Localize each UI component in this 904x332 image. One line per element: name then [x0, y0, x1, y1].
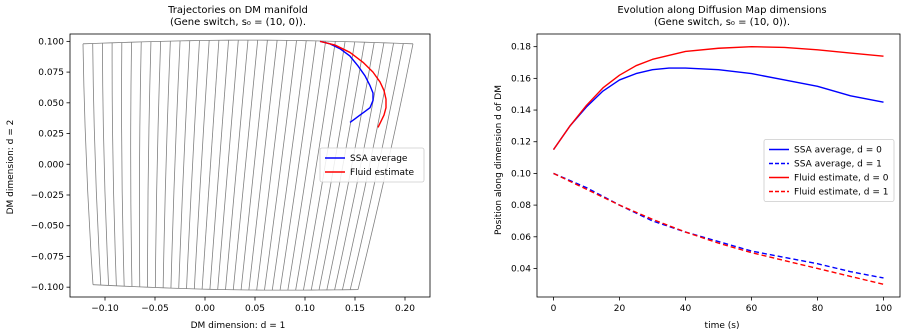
plot-area	[552, 45, 884, 286]
manifold-line	[240, 40, 268, 290]
manifold-line	[102, 43, 109, 286]
legend-label: Fluid estimate	[350, 168, 415, 178]
legend: SSA average, d = 0 SSA average, d = 1 Flui…	[763, 139, 895, 202]
chart-subtitle: (Gene switch, s₀ = (10, 0)).	[170, 17, 306, 28]
y-axis-ticks: 0.04 0.06 0.08 0.10 0.12 0.14 0.16 0.18	[511, 43, 537, 274]
x-tick-label: 0.00	[195, 304, 215, 314]
manifold-line	[279, 40, 317, 291]
manifold-line	[82, 43, 94, 285]
series-line-0	[319, 40, 374, 124]
series-line-0	[552, 67, 884, 151]
manifold-line	[92, 43, 102, 286]
manifold-line	[178, 40, 191, 289]
y-tick-label: 0.04	[511, 264, 531, 274]
y-tick-label: 0.06	[511, 233, 531, 243]
manifold-bottom-edge	[92, 284, 359, 291]
y-tick-label: 0.050	[38, 99, 64, 109]
y-tick-label: −0.075	[31, 252, 64, 262]
y-tick-label: 0.100	[38, 37, 64, 47]
manifold-line	[170, 40, 181, 289]
manifold-line	[186, 40, 200, 289]
chart-subtitle: (Gene switch, s₀ = (10, 0)).	[654, 17, 790, 28]
x-tick-label: 80	[812, 304, 824, 314]
plot-area	[82, 39, 414, 291]
y-tick-label: 0.12	[511, 138, 531, 148]
x-axis-label: DM dimension: d = 1	[191, 321, 286, 331]
x-tick-label: 20	[614, 304, 626, 314]
y-tick-label: 0.16	[511, 74, 531, 84]
manifold-line	[225, 40, 249, 290]
manifold-line	[232, 40, 259, 290]
manifold-line	[295, 41, 336, 291]
evolution-chart: Evolution along Diffusion Map dimensions…	[494, 5, 901, 331]
x-tick-label: 100	[875, 304, 892, 314]
manifold-line	[138, 41, 142, 287]
legend: SSA average Fluid estimate	[319, 147, 425, 183]
x-tick-label: 0.15	[345, 304, 365, 314]
x-tick-label: 0.05	[245, 304, 265, 314]
y-tick-label: 0.075	[38, 68, 64, 78]
x-tick-label: 60	[746, 304, 758, 314]
y-axis-ticks: −0.100 −0.075 −0.050 −0.025 0.000 0.025 0.050 0…	[31, 37, 70, 293]
axes-frame	[69, 33, 431, 298]
manifold-line	[162, 41, 171, 288]
legend-box	[763, 139, 895, 202]
manifold-line	[154, 41, 162, 288]
x-tick-label: −0.10	[91, 304, 119, 314]
x-tick-label: −0.05	[141, 304, 169, 314]
y-tick-label: 0.18	[511, 43, 531, 53]
series-line-2	[552, 45, 884, 151]
manifold-line	[209, 40, 229, 290]
axes-frame	[536, 33, 901, 298]
x-axis-ticks: 0 20 40 60 80 100	[551, 297, 892, 314]
y-tick-label: 0.14	[511, 106, 531, 116]
x-tick-label: 0.10	[295, 304, 315, 314]
legend-label: SSA average	[350, 154, 408, 164]
y-tick-label: 0.025	[38, 130, 64, 140]
manifold-line	[201, 40, 220, 290]
chart-title: Evolution along Diffusion Map dimensions	[617, 5, 826, 16]
manifold-line	[271, 40, 307, 291]
x-tick-label: 0.20	[395, 304, 415, 314]
y-axis-label: Position along dimension d of DM	[494, 85, 504, 235]
x-tick-label: 0	[551, 304, 557, 314]
series-line-3	[553, 172, 884, 286]
manifold-line	[130, 42, 133, 287]
x-axis-label: time (s)	[705, 321, 740, 331]
manifold-top-edge	[82, 39, 414, 45]
legend-label: SSA average, d = 0	[794, 146, 882, 156]
manifold-line	[111, 42, 117, 286]
manifold-line	[264, 40, 297, 291]
x-tick-label: 40	[680, 304, 692, 314]
y-tick-label: −0.050	[31, 222, 65, 232]
manifold-line	[193, 40, 210, 289]
y-axis-label: DM dimension: d = 2	[6, 120, 16, 215]
chart-title: Trajectories on DM manifold	[167, 5, 308, 16]
legend-label: Fluid estimate, d = 0	[794, 174, 889, 184]
legend-box	[319, 147, 425, 183]
manifold-line	[217, 40, 239, 290]
y-tick-label: 0.08	[511, 201, 531, 211]
manifold-line	[287, 41, 327, 291]
manifold-line	[248, 40, 278, 291]
y-tick-label: −0.025	[31, 191, 64, 201]
manifold-line	[121, 42, 125, 287]
y-tick-label: −0.100	[31, 283, 65, 293]
legend-label: Fluid estimate, d = 1	[794, 188, 888, 198]
manifold-line	[147, 41, 152, 288]
manifold-chart: Trajectories on DM manifold (Gene switch…	[6, 5, 431, 331]
manifold-line	[256, 40, 288, 291]
series-line-1	[319, 40, 387, 128]
legend-label: SSA average, d = 1	[794, 160, 882, 170]
manifold-mesh	[82, 39, 414, 291]
y-tick-label: 0.000	[38, 160, 64, 170]
x-axis-ticks: −0.10 −0.05 0.00 0.05 0.10 0.15 0.20	[91, 297, 415, 314]
y-tick-label: 0.10	[511, 169, 531, 179]
